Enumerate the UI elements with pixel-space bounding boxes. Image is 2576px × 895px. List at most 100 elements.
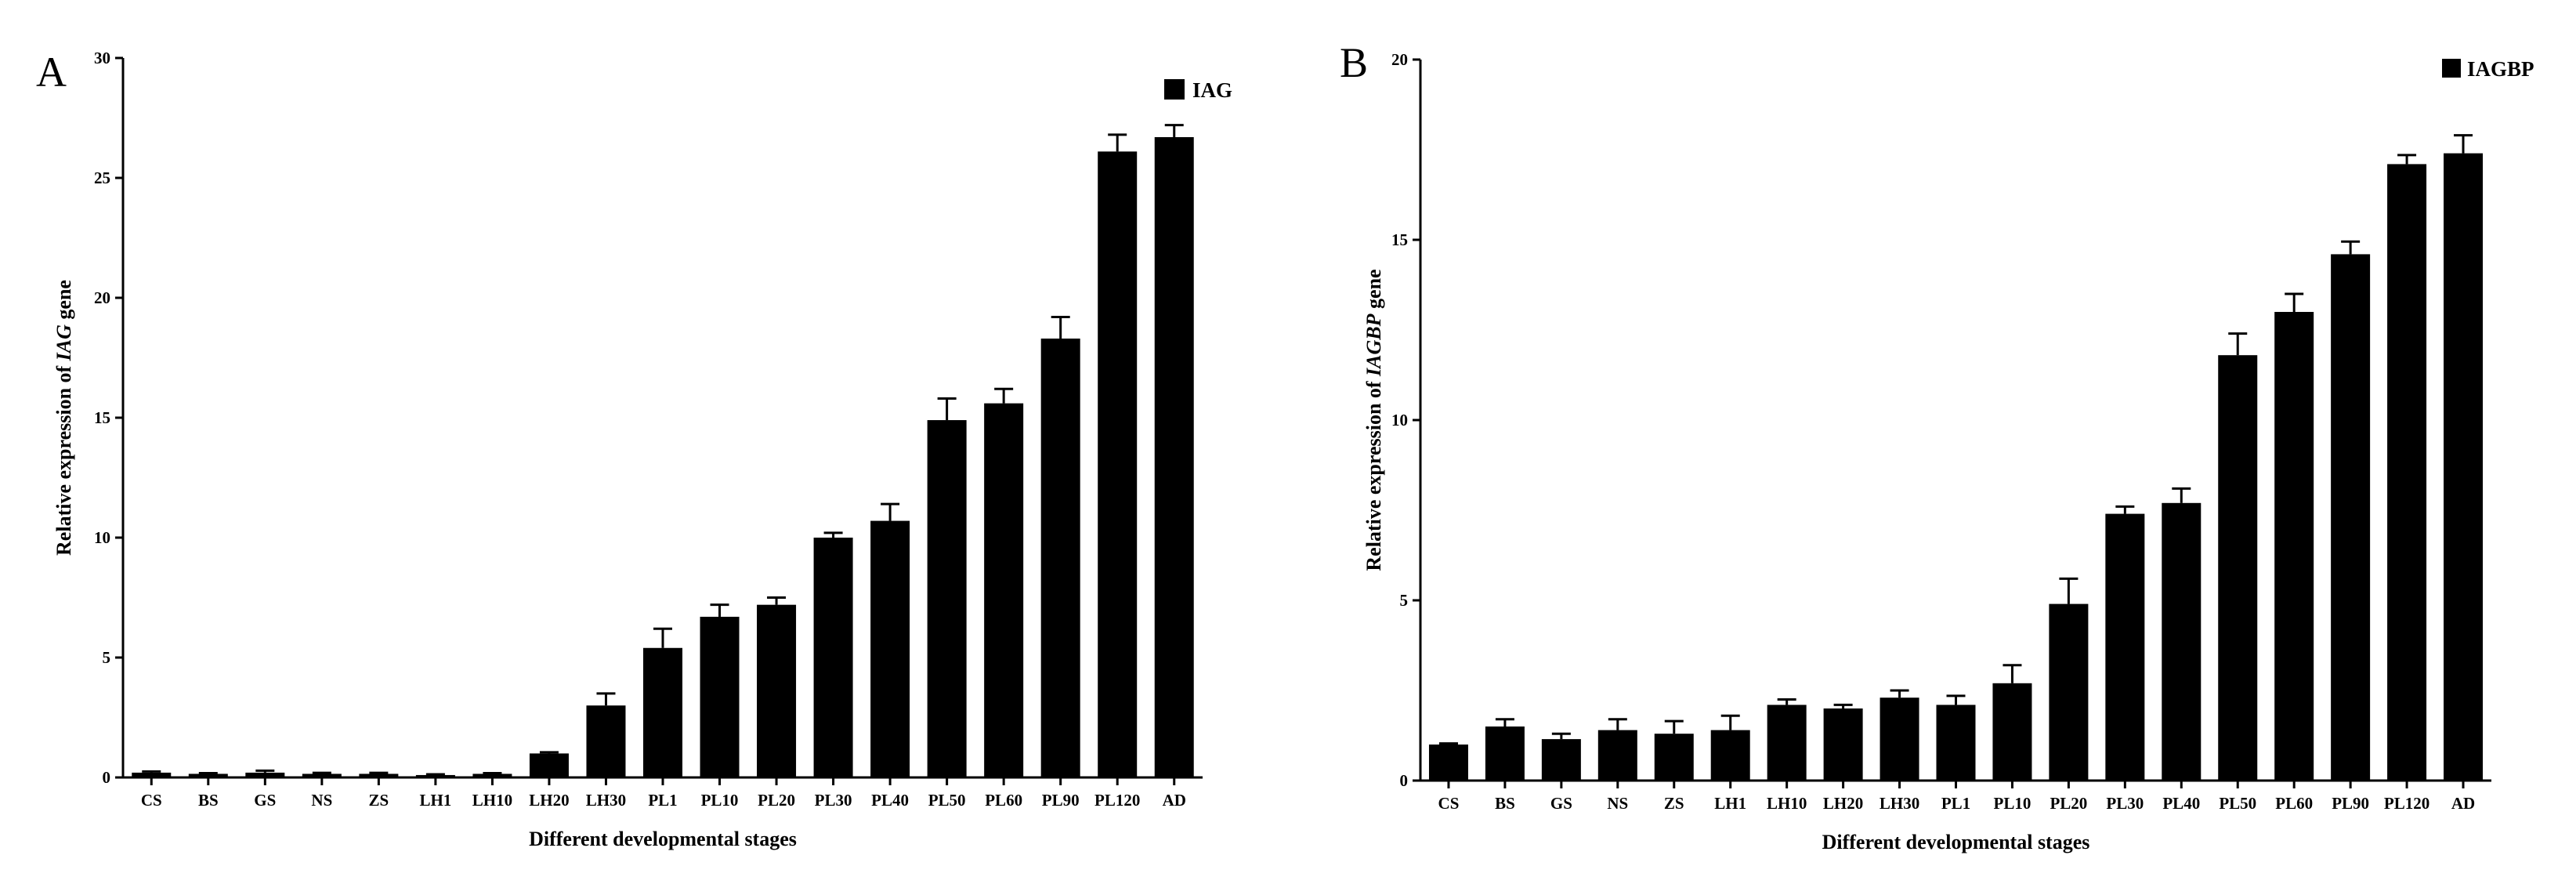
y-tick-label: 30 xyxy=(94,49,110,67)
legend-label: IAG xyxy=(1192,78,1232,102)
x-tick-label: CS xyxy=(1438,794,1460,813)
x-tick-label: AD xyxy=(2451,794,2475,813)
legend: IAG xyxy=(1164,78,1232,102)
legend-label: IAGBP xyxy=(2467,57,2534,81)
bar-pl40 xyxy=(870,520,910,777)
legend-swatch xyxy=(1164,79,1185,100)
bar-lh10 xyxy=(472,774,512,777)
y-axis-title: Relative expression of IAG gene xyxy=(52,280,75,556)
x-tick-label: PL60 xyxy=(2275,794,2313,813)
bar-bs xyxy=(188,774,228,777)
y-tick-label: 15 xyxy=(1391,230,1408,249)
x-tick-label: LH20 xyxy=(1823,794,1863,813)
bar-lh30 xyxy=(586,705,626,777)
panel-letter: A xyxy=(36,49,67,96)
bar-ns xyxy=(302,774,342,777)
x-tick-label: NS xyxy=(311,791,332,810)
bar-ad xyxy=(1154,136,1194,778)
bar-cs xyxy=(132,772,172,777)
x-tick-label: NS xyxy=(1607,794,1628,813)
x-tick-label: LH1 xyxy=(1714,794,1746,813)
bar-pl20 xyxy=(2049,603,2089,781)
x-tick-label: PL30 xyxy=(2106,794,2144,813)
y-axis-title-part: IAG xyxy=(52,324,75,361)
bar-zs xyxy=(1654,734,1694,781)
y-axis-title: Relative expression of IAGBP gene xyxy=(1362,269,1385,571)
x-tick-label: PL10 xyxy=(1994,794,2031,813)
x-tick-label: LH1 xyxy=(419,791,451,810)
bar-pl1 xyxy=(643,647,682,777)
x-tick-label: LH10 xyxy=(1767,794,1807,813)
y-tick-label: 15 xyxy=(94,408,110,427)
x-tick-label: CS xyxy=(141,791,162,810)
x-tick-label: ZS xyxy=(369,791,389,810)
bar-pl50 xyxy=(2218,355,2258,781)
bar-lh30 xyxy=(1880,698,1919,781)
x-tick-label: PL20 xyxy=(758,791,795,810)
y-tick-label: 10 xyxy=(94,528,110,547)
y-axis-title-part: Relative expression of xyxy=(52,361,75,556)
x-tick-label: PL20 xyxy=(2050,794,2087,813)
x-tick-label: LH20 xyxy=(529,791,569,810)
bar-pl90 xyxy=(2331,254,2371,781)
bar-pl60 xyxy=(2274,312,2314,781)
bar-zs xyxy=(359,774,399,777)
legend-swatch xyxy=(2442,59,2461,78)
y-axis-title-part: gene xyxy=(1362,269,1385,313)
x-axis-title: Different developmental stages xyxy=(529,828,797,850)
y-tick-label: 25 xyxy=(94,168,110,187)
x-tick-label: PL10 xyxy=(701,791,739,810)
x-axis-title: Different developmental stages xyxy=(1822,831,2090,853)
bar-lh10 xyxy=(1767,705,1807,781)
y-axis-title-part: Relative expression of xyxy=(1362,376,1385,571)
bar-pl40 xyxy=(2162,502,2202,781)
x-tick-label: BS xyxy=(198,791,219,810)
bar-lh1 xyxy=(1710,730,1750,781)
x-tick-label: ZS xyxy=(1664,794,1684,813)
x-tick-label: PL30 xyxy=(815,791,852,810)
x-tick-label: PL120 xyxy=(1094,791,1140,810)
bar-pl90 xyxy=(1040,339,1080,777)
bar-gs xyxy=(245,772,285,777)
bar-cs xyxy=(1428,745,1468,781)
bar-pl50 xyxy=(927,420,967,777)
x-tick-label: BS xyxy=(1495,794,1515,813)
bar-gs xyxy=(1541,739,1581,781)
bar-pl120 xyxy=(2387,164,2427,781)
legend: IAGBP xyxy=(2442,57,2534,81)
bar-bs xyxy=(1485,727,1525,781)
x-tick-label: PL1 xyxy=(648,791,677,810)
y-tick-label: 0 xyxy=(103,768,111,787)
chart-panel-a: A 0 5 10 15 20 25 30 CS BS GS NS ZS LH1 LH10 LH20 LH30 PL… xyxy=(36,49,1232,850)
y-tick-label: 20 xyxy=(1391,50,1408,69)
bar-lh1 xyxy=(415,774,455,777)
y-tick-label: 0 xyxy=(1400,771,1409,790)
x-tick-label: PL90 xyxy=(2332,794,2369,813)
bar-pl1 xyxy=(1936,705,1976,781)
x-tick-label: LH30 xyxy=(586,791,626,810)
y-axis-title-part: IAGBP xyxy=(1362,313,1385,377)
bar-pl10 xyxy=(1992,683,2032,781)
x-tick-label: PL60 xyxy=(985,791,1022,810)
x-tick-label: PL40 xyxy=(871,791,909,810)
y-tick-label: 5 xyxy=(1400,591,1409,610)
y-tick-label: 20 xyxy=(94,288,110,307)
x-tick-label: PL90 xyxy=(1042,791,1080,810)
x-tick-label: AD xyxy=(1163,791,1186,810)
panel-letter: B xyxy=(1340,39,1368,86)
bar-pl30 xyxy=(2105,513,2145,781)
y-tick-label: 5 xyxy=(103,648,111,667)
bar-ad xyxy=(2444,153,2484,781)
bar-pl10 xyxy=(700,616,740,777)
chart-panel-b: B 0 5 10 15 20 CS BS GS NS ZS LH1 LH10 LH20 LH30 PL1 PL1… xyxy=(1340,39,2534,853)
x-tick-label: LH10 xyxy=(472,791,512,810)
x-tick-label: GS xyxy=(1550,794,1572,813)
x-tick-label: PL120 xyxy=(2384,794,2429,813)
x-tick-label: PL40 xyxy=(2162,794,2200,813)
bar-lh20 xyxy=(529,753,569,777)
bar-lh20 xyxy=(1823,708,1863,781)
bar-pl120 xyxy=(1098,151,1138,778)
x-tick-label: PL1 xyxy=(1941,794,1970,813)
